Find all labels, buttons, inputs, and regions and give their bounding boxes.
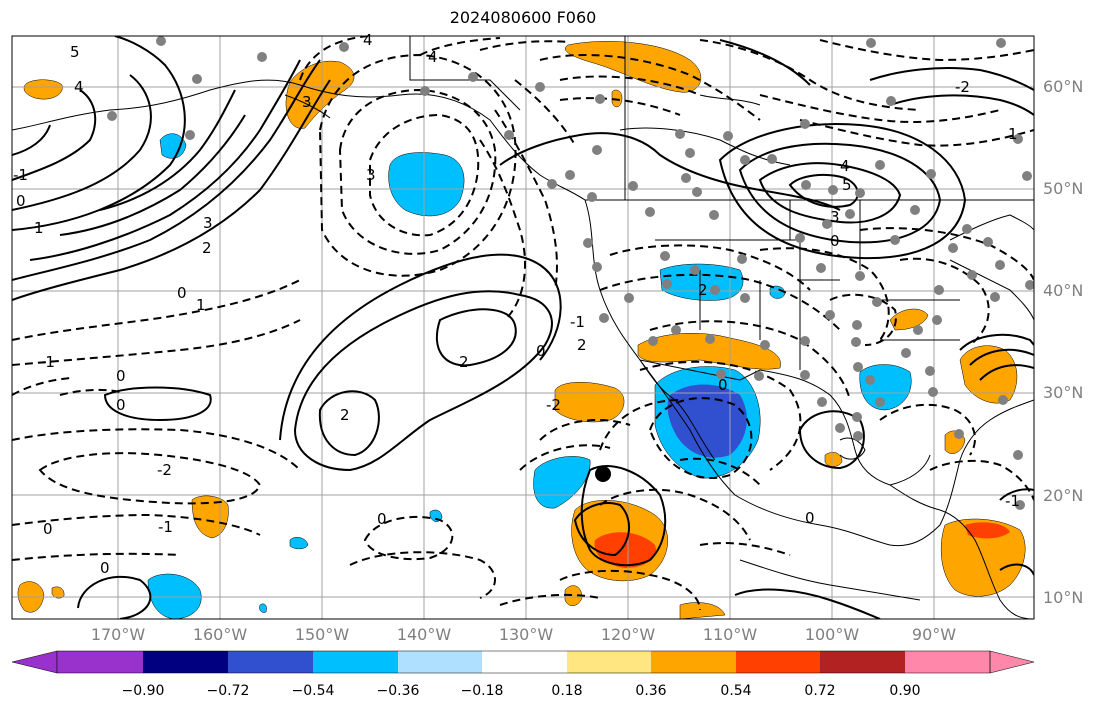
colorbar-segment [736, 651, 820, 673]
colorbar-tick-label: 0.36 [635, 683, 667, 699]
contour-label: 0 [536, 342, 546, 360]
strong-negative-anomaly-areas [667, 384, 747, 458]
contour-label: 0 [377, 510, 387, 528]
contour-label: 0 [100, 559, 110, 577]
lon-label: 120°W [600, 625, 656, 644]
contour-label: 4 [363, 31, 373, 49]
colorbar-segment [57, 651, 143, 673]
storm-center-marker [595, 466, 611, 482]
negative-anomaly-areas [147, 133, 912, 619]
contour-label: 0 [43, 520, 53, 538]
contour-label: 1 [34, 219, 44, 237]
contour-label: 5 [842, 176, 852, 194]
contour-label: 0 [718, 376, 728, 394]
contour-label: 0 [805, 509, 815, 527]
lat-label: 40°N [1043, 281, 1084, 300]
positive-contours [12, 36, 1034, 619]
contour-label: -1 [1005, 492, 1020, 510]
lon-label: 130°W [498, 625, 554, 644]
colorbar-tick-label: 0.72 [804, 683, 836, 699]
lon-label: 160°W [192, 625, 248, 644]
map-title: 2024080600 F060 [449, 8, 597, 27]
colorbar-tick-label: −0.36 [376, 683, 420, 699]
contour-label: 4 [428, 48, 438, 66]
colorbar-segment [398, 651, 482, 673]
negative-contours [12, 36, 1034, 611]
lon-label: 170°W [90, 625, 146, 644]
colorbar-segment [313, 651, 398, 673]
colorbar [11, 650, 1035, 674]
contour-label: 1 [1008, 125, 1018, 143]
contour-label: -2 [955, 78, 970, 96]
contour-label: 0 [116, 396, 126, 414]
lat-label: 20°N [1043, 486, 1084, 505]
colorbar-segment [651, 651, 736, 673]
contour-label: 0 [830, 232, 840, 250]
colorbar-tick-label: 0.54 [720, 683, 752, 699]
lon-label: 150°W [294, 625, 350, 644]
colorbar-tick-label: −0.90 [121, 683, 165, 699]
contour-label: 2 [577, 336, 587, 354]
contour-label: -2 [546, 396, 561, 414]
colorbar-tick-label: −0.18 [460, 683, 504, 699]
colorbar-tick-label: −0.72 [206, 683, 250, 699]
contour-label: 3 [830, 208, 840, 226]
map-frame [11, 35, 1035, 620]
contour-label: 0 [16, 192, 26, 210]
lon-label: 100°W [804, 625, 860, 644]
contour-labels: 5 4 0 1 3 2 1 0 4 3 4 3 5 0 4 3 2 0 2 -2… [13, 31, 1020, 577]
lat-label: 30°N [1043, 383, 1084, 402]
lon-label: 110°W [702, 625, 758, 644]
contour-label: 1 [196, 296, 206, 314]
lat-label: 50°N [1043, 179, 1084, 198]
contour-label: 5 [70, 43, 80, 61]
contour-label: 2 [202, 239, 212, 257]
contour-label: -1 [158, 518, 173, 536]
contour-label: 0 [116, 367, 126, 385]
contour-label: -1 [570, 313, 585, 331]
contour-label: 3 [366, 166, 376, 184]
contour-label: 4 [840, 157, 850, 175]
colorbar-left-extension [11, 650, 58, 674]
colorbar-segment [482, 651, 567, 673]
station-markers [107, 36, 1034, 510]
colorbar-segment [905, 651, 990, 673]
contour-label: 2 [459, 353, 469, 371]
contour-label: 3 [302, 93, 312, 111]
colorbar-right-extension [989, 650, 1035, 674]
contour-label: 0 [177, 284, 187, 302]
strong-positive-anomaly-areas [594, 522, 1010, 568]
contour-label: 2 [340, 406, 350, 424]
contour-label: 2 [698, 281, 708, 299]
colorbar-segment [567, 651, 651, 673]
colorbar-segment [143, 651, 228, 673]
colorbar-tick-label: 0.18 [551, 683, 583, 699]
lat-label: 10°N [1043, 588, 1084, 607]
colorbar-tick-label: −0.54 [291, 683, 335, 699]
colorbar-segment [820, 651, 905, 673]
colorbar-tick-label: 0.90 [889, 683, 921, 699]
graticule [12, 36, 1034, 619]
colorbar-segment [228, 651, 313, 673]
contour-label: 4 [74, 78, 84, 96]
contour-label: -1 [13, 166, 28, 184]
contour-label: -2 [157, 461, 172, 479]
lon-label: 90°W [911, 625, 957, 644]
contour-label: -1 [40, 353, 55, 371]
lon-label: 140°W [396, 625, 452, 644]
contour-label: 3 [203, 214, 213, 232]
colorbar-frame [56, 650, 991, 674]
lat-label: 60°N [1043, 77, 1084, 96]
